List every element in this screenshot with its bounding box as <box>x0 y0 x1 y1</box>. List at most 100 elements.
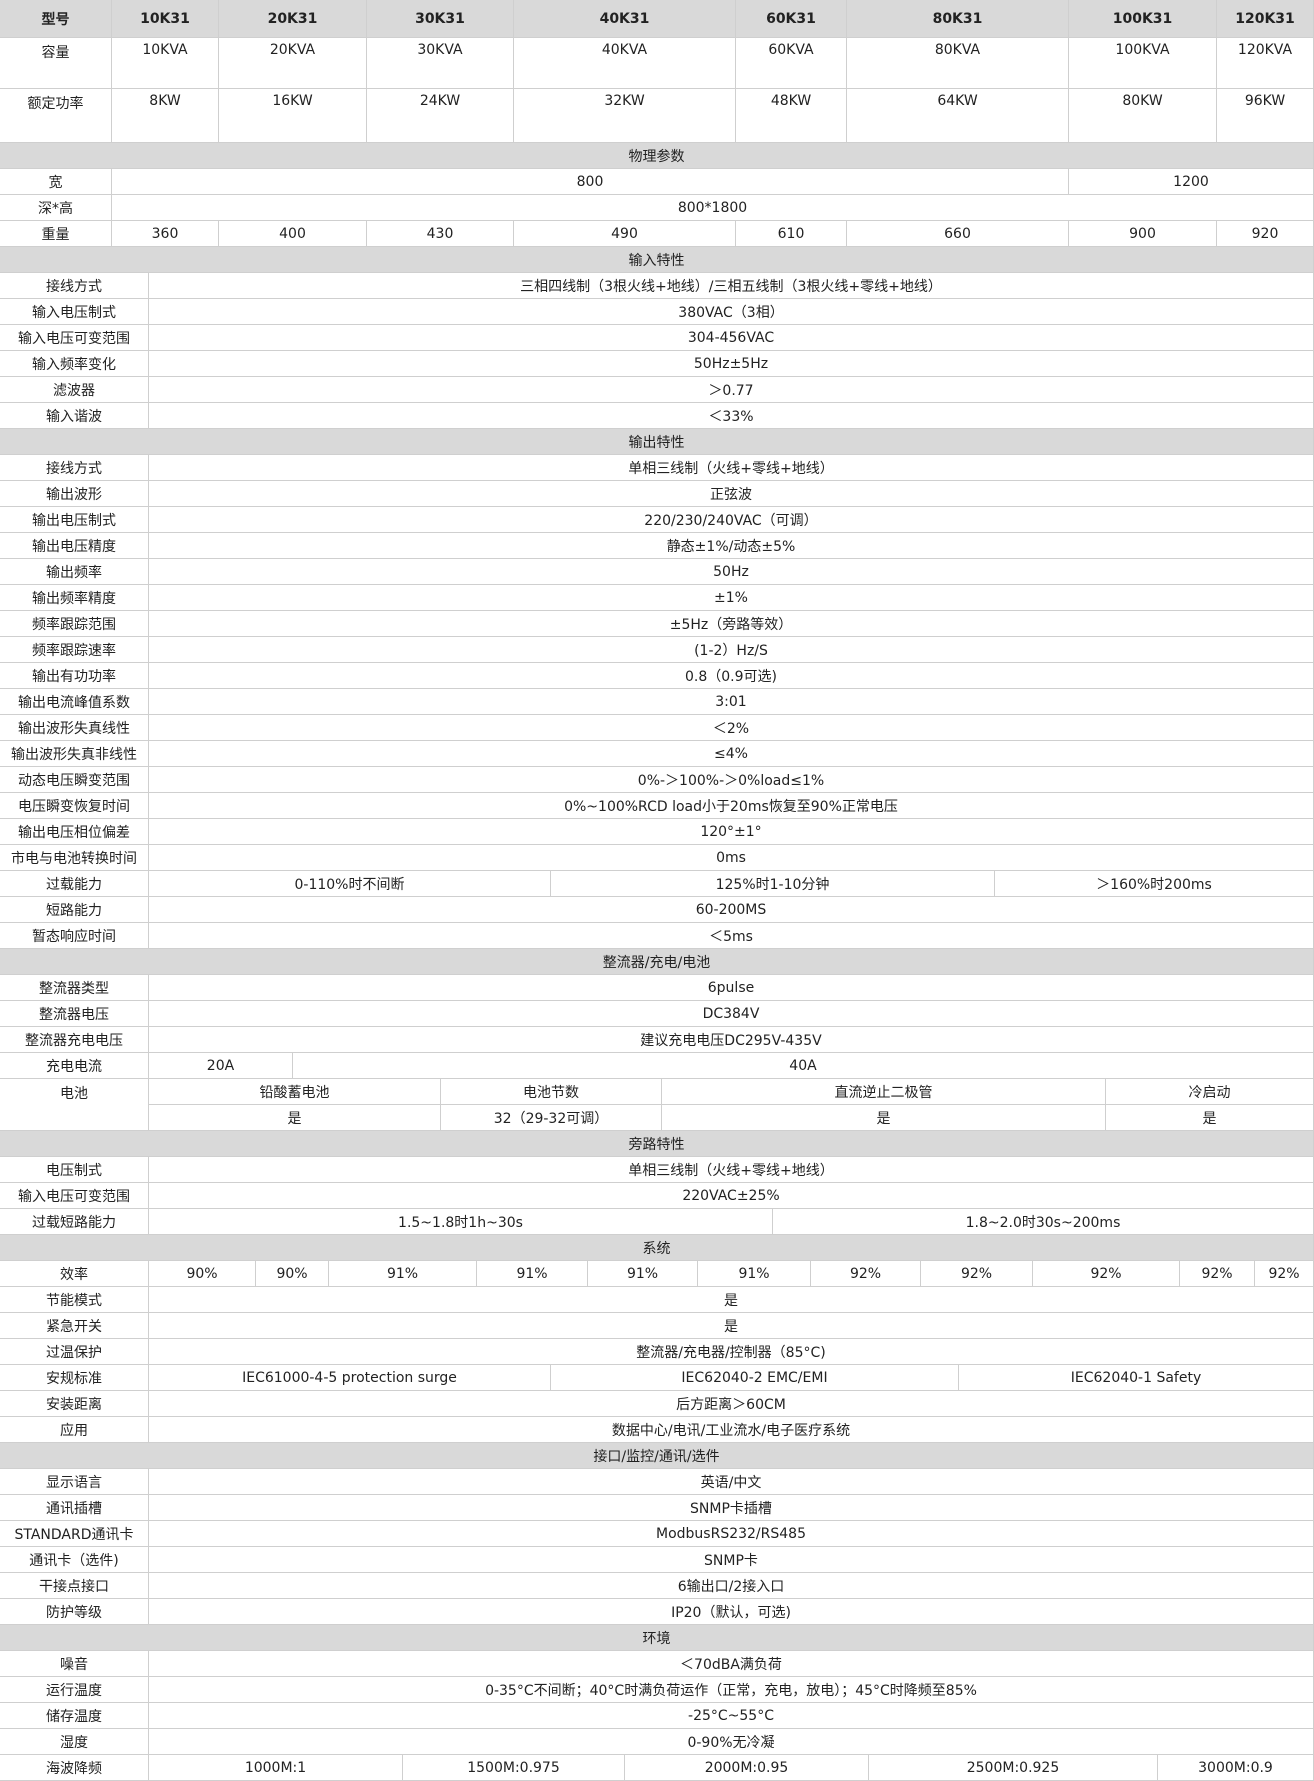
cell: 20A <box>149 1053 293 1079</box>
cell: 125%时1-10分钟 <box>551 871 995 897</box>
cell: ＜70dBA满负荷 <box>149 1651 1314 1677</box>
cell: 800 <box>112 169 1069 195</box>
row-label: 电压瞬变恢复时间 <box>0 793 149 819</box>
row-label: 接线方式 <box>0 273 149 299</box>
cell: 91% <box>588 1261 698 1287</box>
cell: 是 <box>149 1105 441 1131</box>
row-label: 容量 <box>0 38 112 89</box>
header-cell: 120K31 <box>1217 0 1314 38</box>
cell: 80KW <box>1069 89 1217 143</box>
cell: 20KVA <box>219 38 367 89</box>
cell: 三相四线制（3根火线+地线）/三相五线制（3根火线+零线+地线） <box>149 273 1314 299</box>
cell: ±1% <box>149 585 1314 611</box>
header-cell: 20K31 <box>219 0 367 38</box>
cell: 1000M:1 <box>149 1755 403 1781</box>
cell: ≤4% <box>149 741 1314 767</box>
row-label: 暂态响应时间 <box>0 923 149 949</box>
row-label: 频率跟踪速率 <box>0 637 149 663</box>
row-label: 输出有功功率 <box>0 663 149 689</box>
row-label: 输出频率 <box>0 559 149 585</box>
cell: SNMP卡 <box>149 1547 1314 1573</box>
cell: 304-456VAC <box>149 325 1314 351</box>
row-label: 节能模式 <box>0 1287 149 1313</box>
row-label: STANDARD通讯卡 <box>0 1521 149 1547</box>
row-label: 输出波形失真非线性 <box>0 741 149 767</box>
row-label: 整流器充电电压 <box>0 1027 149 1053</box>
cell: 920 <box>1217 221 1314 247</box>
cell: 91% <box>477 1261 588 1287</box>
cell: IEC62040-2 EMC/EMI <box>551 1365 959 1391</box>
cell: 铅酸蓄电池 <box>149 1079 441 1105</box>
header-cell: 80K31 <box>847 0 1069 38</box>
row-label: 效率 <box>0 1261 149 1287</box>
cell: 是 <box>149 1287 1314 1313</box>
row-label: 湿度 <box>0 1729 149 1755</box>
row-label: 应用 <box>0 1417 149 1443</box>
cell: ±5Hz（旁路等效） <box>149 611 1314 637</box>
row-label: 干接点接口 <box>0 1573 149 1599</box>
cell: DC384V <box>149 1001 1314 1027</box>
header-cell: 10K31 <box>112 0 219 38</box>
row-label: 输出电压制式 <box>0 507 149 533</box>
cell: 3:01 <box>149 689 1314 715</box>
cell: 48KW <box>736 89 847 143</box>
section-title: 系统 <box>0 1235 1314 1261</box>
cell: 0-90%无冷凝 <box>149 1729 1314 1755</box>
cell: 冷启动 <box>1106 1079 1314 1105</box>
cell: 1.5~1.8时1h~30s <box>149 1209 773 1235</box>
section-title: 旁路特性 <box>0 1131 1314 1157</box>
cell: 0%-＞100%-＞0%load≤1% <box>149 767 1314 793</box>
row-label: 滤波器 <box>0 377 149 403</box>
row-label: 输出电压精度 <box>0 533 149 559</box>
row-label: 频率跟踪范围 <box>0 611 149 637</box>
row-label: 电压制式 <box>0 1157 149 1183</box>
row-label: 深*高 <box>0 195 112 221</box>
cell: 92% <box>921 1261 1033 1287</box>
row-label: 输入电压可变范围 <box>0 1183 149 1209</box>
cell: 91% <box>698 1261 811 1287</box>
cell: 92% <box>811 1261 921 1287</box>
cell: 是 <box>1106 1105 1314 1131</box>
cell: 900 <box>1069 221 1217 247</box>
cell: 100KVA <box>1069 38 1217 89</box>
cell: 430 <box>367 221 514 247</box>
row-label: 输入频率变化 <box>0 351 149 377</box>
row-label: 运行温度 <box>0 1677 149 1703</box>
row-label: 输出电流峰值系数 <box>0 689 149 715</box>
header-cell: 型号 <box>0 0 112 38</box>
row-label: 动态电压瞬变范围 <box>0 767 149 793</box>
cell: 490 <box>514 221 736 247</box>
cell: 3000M:0.9 <box>1158 1755 1314 1781</box>
cell: 50Hz±5Hz <box>149 351 1314 377</box>
cell: 80KVA <box>847 38 1069 89</box>
section-title: 接口/监控/通讯/选件 <box>0 1443 1314 1469</box>
cell: 50Hz <box>149 559 1314 585</box>
cell: 建议充电电压DC295V-435V <box>149 1027 1314 1053</box>
row-label: 安规标准 <box>0 1365 149 1391</box>
row-label: 输出波形 <box>0 481 149 507</box>
cell: 数据中心/电讯/工业流水/电子医疗系统 <box>149 1417 1314 1443</box>
cell: 直流逆止二极管 <box>662 1079 1106 1105</box>
row-label: 过载短路能力 <box>0 1209 149 1235</box>
cell: 120KVA <box>1217 38 1314 89</box>
row-label: 输入谐波 <box>0 403 149 429</box>
row-label: 输出波形失真线性 <box>0 715 149 741</box>
header-cell: 40K31 <box>514 0 736 38</box>
cell: 610 <box>736 221 847 247</box>
row-label: 储存温度 <box>0 1703 149 1729</box>
row-label: 额定功率 <box>0 89 112 143</box>
cell: 0%~100%RCD load小于20ms恢复至90%正常电压 <box>149 793 1314 819</box>
cell: 6pulse <box>149 975 1314 1001</box>
cell: 2500M:0.925 <box>869 1755 1158 1781</box>
cell: 10KVA <box>112 38 219 89</box>
cell: 6输出口/2接入口 <box>149 1573 1314 1599</box>
row-label: 短路能力 <box>0 897 149 923</box>
row-label: 紧急开关 <box>0 1313 149 1339</box>
cell: ModbusRS232/RS485 <box>149 1521 1314 1547</box>
section-title: 输出特性 <box>0 429 1314 455</box>
row-label: 显示语言 <box>0 1469 149 1495</box>
cell: 40KVA <box>514 38 736 89</box>
cell: 1.8~2.0时30s~200ms <box>773 1209 1314 1235</box>
cell: 800*1800 <box>112 195 1314 221</box>
cell: 96KW <box>1217 89 1314 143</box>
